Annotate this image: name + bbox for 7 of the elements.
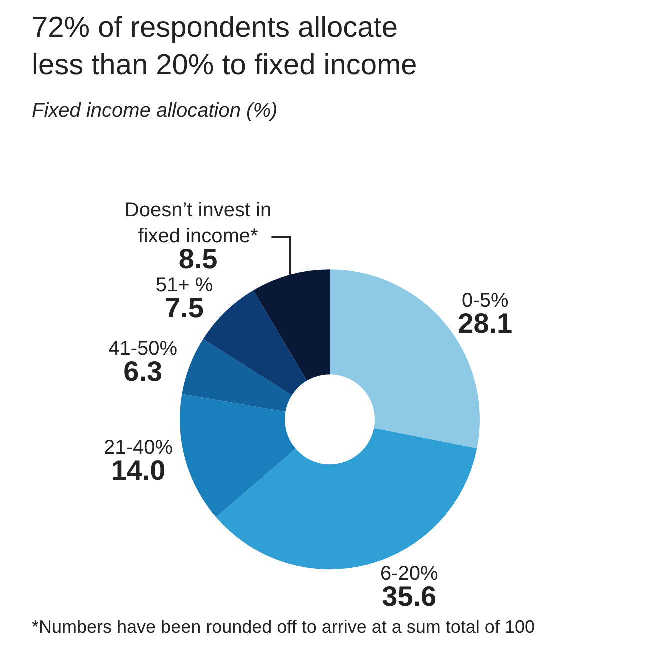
text: *Numbers have been rounded off to arrive at a sum total of 100 [32,617,535,637]
donut-slice [203,290,308,396]
donut-slice [254,270,330,381]
donut-slice [180,394,296,518]
chart-title: 72% of respondents allocate less than 20% to fixed income [32,12,418,82]
chart-subtitle: Fixed income allocation (%) [32,100,278,122]
donut-slice [182,339,292,412]
